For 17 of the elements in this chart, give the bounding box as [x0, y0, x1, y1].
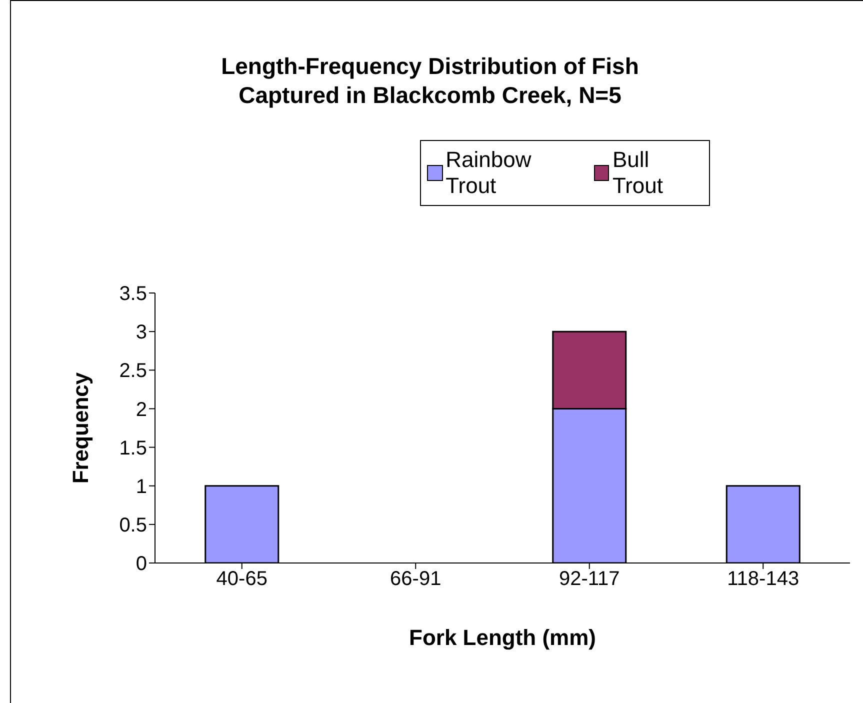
y-tick-label: 3 [136, 322, 147, 344]
y-tick-label: 3.5 [119, 283, 147, 306]
y-tick-label: 1 [136, 476, 147, 498]
x-axis-title: Fork Length (mm) [409, 625, 596, 650]
y-tick-label: 0.5 [119, 514, 147, 537]
y-axis-title: Frequency [68, 372, 93, 484]
x-tick-label: 66-91 [390, 568, 442, 590]
x-tick-label: 118-143 [727, 568, 800, 590]
chart-title: Length-Frequency Distribution of Fish Captured in Blackcomb Creek, N=5 [220, 52, 640, 110]
x-tick-label: 40-65 [216, 568, 268, 590]
x-tick-label: 92-117 [558, 568, 620, 590]
legend-label: Rainbow Trout [444, 147, 532, 199]
y-tick-label: 0 [136, 553, 147, 576]
y-tick-label: 2 [136, 398, 147, 421]
y-tick-label: 2.5 [119, 360, 147, 382]
legend-label: Bull Trout [611, 147, 664, 199]
y-tick-label: 1.5 [119, 437, 147, 460]
